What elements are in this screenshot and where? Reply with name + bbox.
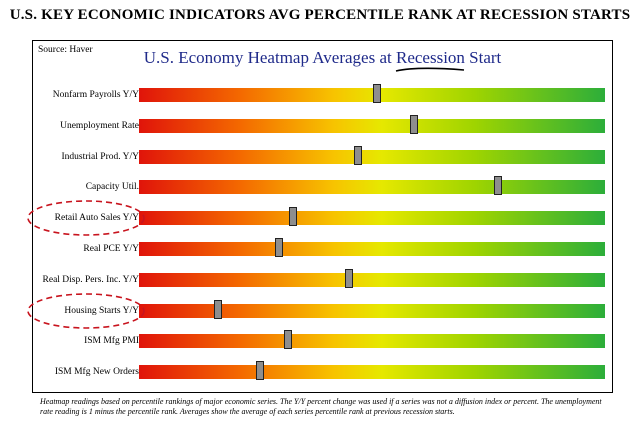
heatmap-row: Real Disp. Pers. Inc. Y/Y xyxy=(33,268,614,288)
row-label: Nonfarm Payrolls Y/Y xyxy=(52,90,139,100)
percentile-marker xyxy=(274,238,283,257)
page-title: U.S. KEY ECONOMIC INDICATORS AVG PERCENT… xyxy=(9,7,631,23)
heatmap-row: Capacity Util. xyxy=(33,176,614,196)
row-label: Retail Auto Sales Y/Y xyxy=(54,213,139,224)
heatmap-row: Housing Starts Y/Y xyxy=(27,292,614,329)
percentile-marker xyxy=(354,145,363,165)
row-label: ISM Mfg New Orders xyxy=(54,367,139,378)
heatmap-gradient-bar xyxy=(139,299,605,319)
row-label: Real PCE Y/Y xyxy=(83,244,139,254)
heatmap-gradient-bar xyxy=(139,330,605,350)
heatmap-row: Industrial Prod. Y/Y xyxy=(33,145,614,165)
chart-title-prefix: U.S. Economy Heatmap Averages at xyxy=(143,48,396,67)
heatmap-gradient-bar xyxy=(139,84,605,103)
heatmap-gradient-bar xyxy=(139,268,605,288)
heatmap-gradient-bar xyxy=(139,361,605,381)
percentile-marker xyxy=(214,299,223,319)
percentile-marker xyxy=(256,361,265,381)
percentile-marker xyxy=(493,176,502,196)
heatmap-gradient-bar xyxy=(139,238,605,257)
heatmap-gradient-bar xyxy=(139,176,605,196)
row-label: Capacity Util. xyxy=(85,182,139,193)
heatmap-row: ISM Mfg New Orders xyxy=(33,361,614,381)
heatmap-gradient-bar xyxy=(139,114,605,134)
heatmap-row: Unemployment Rate xyxy=(33,114,614,134)
heatmap-row: ISM Mfg PMI xyxy=(33,330,614,350)
chart-title-emphasis: Recession xyxy=(395,48,465,72)
percentile-marker xyxy=(288,207,297,227)
row-label: Unemployment Rate xyxy=(60,120,139,131)
hand-underline-icon xyxy=(395,67,465,72)
chart-title-suffix: Start xyxy=(464,48,502,67)
heatmap-row: Retail Auto Sales Y/Y xyxy=(27,200,614,236)
heatmap-gradient-bar xyxy=(139,145,605,165)
highlight-circle xyxy=(27,200,145,236)
row-label: Industrial Prod. Y/Y xyxy=(61,151,140,162)
heatmap-gradient-bar xyxy=(139,207,605,227)
highlight-circle xyxy=(27,292,145,329)
percentile-marker xyxy=(344,268,353,288)
percentile-marker xyxy=(409,114,418,134)
chart-title: U.S. Economy Heatmap Averages at Recessi… xyxy=(33,48,612,72)
percentile-marker xyxy=(372,84,381,103)
heatmap-row: Nonfarm Payrolls Y/Y xyxy=(33,84,614,103)
row-label: Housing Starts Y/Y xyxy=(64,305,139,316)
chart-frame: Source: Haver U.S. Economy Heatmap Avera… xyxy=(27,40,614,393)
heatmap-row: Real PCE Y/Y xyxy=(33,238,614,257)
percentile-marker xyxy=(284,330,293,350)
source-note: Source: Haver xyxy=(38,45,93,55)
footnote: Heatmap readings based on percentile ran… xyxy=(40,397,602,416)
row-label: ISM Mfg PMI xyxy=(84,336,139,347)
row-label: Real Disp. Pers. Inc. Y/Y xyxy=(42,274,139,285)
